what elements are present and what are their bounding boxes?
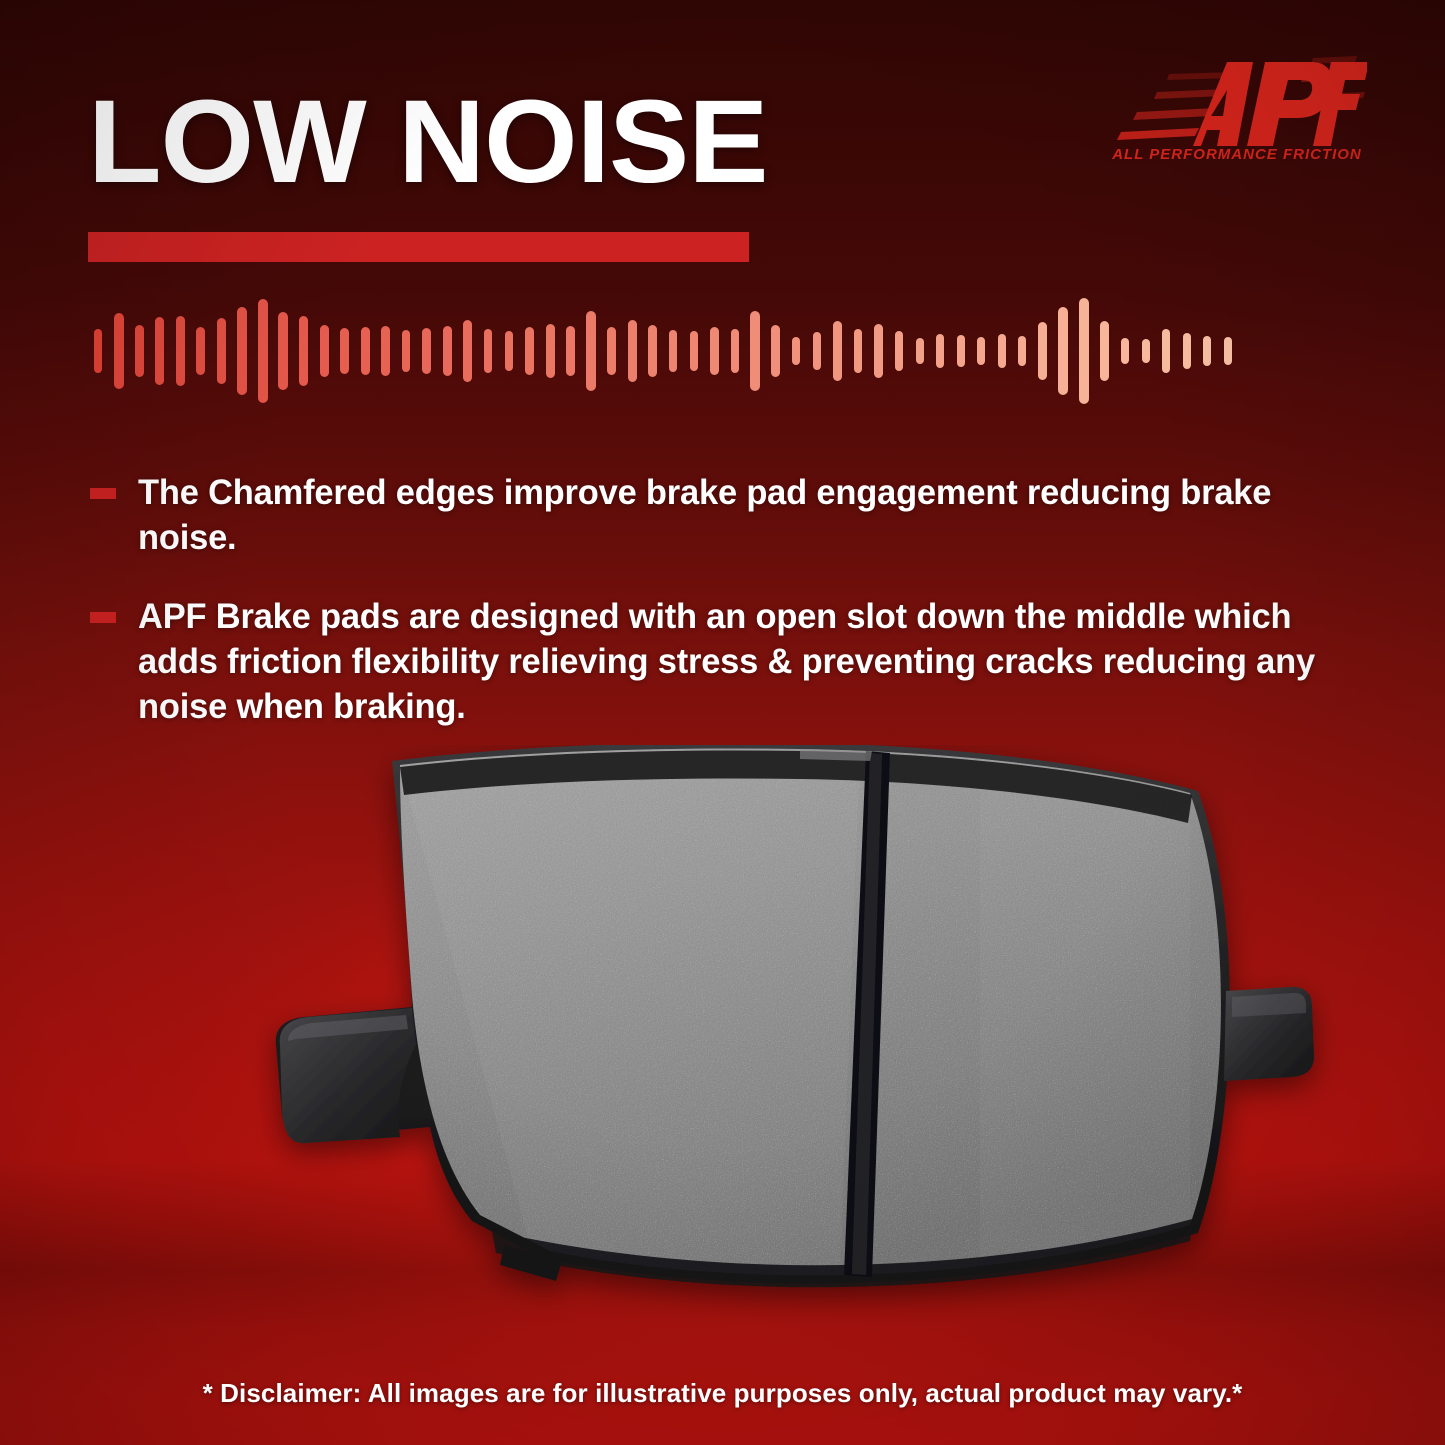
- waveform-bar: [545, 324, 555, 378]
- waveform-bar: [94, 329, 103, 373]
- waveform-bar: [134, 325, 144, 377]
- audio-waveform-icon: [88, 292, 1238, 410]
- waveform-bar: [1182, 333, 1191, 369]
- waveform-bar: [1100, 321, 1110, 381]
- waveform-bar: [1121, 338, 1130, 364]
- waveform-bar: [484, 329, 493, 373]
- waveform-bar: [402, 330, 411, 372]
- waveform-bar: [833, 321, 843, 381]
- waveform-bar: [648, 325, 658, 377]
- page-title: LOW NOISE: [88, 76, 769, 208]
- waveform-bar: [216, 318, 226, 384]
- waveform-bar: [1162, 329, 1171, 373]
- waveform-bar: [381, 326, 391, 376]
- waveform-bar: [792, 337, 801, 365]
- waveform-bar: [730, 329, 739, 373]
- list-item-label: APF Brake pads are designed with an open…: [138, 597, 1315, 726]
- apf-speed-logo-icon: [1117, 56, 1367, 146]
- waveform-bar: [874, 324, 884, 378]
- waveform-bar: [895, 331, 904, 371]
- waveform-bar: [915, 338, 924, 364]
- waveform-bar: [709, 327, 719, 375]
- waveform-bar: [196, 327, 206, 375]
- feature-list: The Chamfered edges improve brake pad en…: [88, 470, 1388, 763]
- disclaimer-text: * Disclaimer: All images are for illustr…: [202, 1378, 1243, 1408]
- waveform-bar: [525, 327, 535, 375]
- bullet-dash-icon: [90, 488, 116, 499]
- waveform-bar: [113, 313, 124, 389]
- title-underline-bar: [88, 232, 749, 262]
- waveform-bar: [771, 325, 781, 377]
- waveform-bar: [997, 334, 1006, 368]
- list-item: APF Brake pads are designed with an open…: [88, 594, 1388, 729]
- waveform-bar: [977, 337, 986, 365]
- list-item: The Chamfered edges improve brake pad en…: [88, 470, 1388, 560]
- waveform-bar: [936, 334, 945, 368]
- list-item-label: The Chamfered edges improve brake pad en…: [138, 473, 1272, 557]
- waveform-bar: [1018, 336, 1027, 366]
- waveform-bar: [607, 327, 617, 375]
- bullet-dash-icon: [90, 612, 116, 623]
- waveform-bar: [956, 335, 965, 367]
- waveform-bar: [257, 299, 268, 403]
- waveform-bar: [813, 332, 822, 370]
- waveform-bar: [155, 317, 165, 385]
- waveform-bar: [689, 331, 698, 371]
- waveform-bar: [1223, 337, 1232, 365]
- waveform-bar: [299, 316, 309, 386]
- waveform-bar: [278, 312, 289, 390]
- waveform-bar: [237, 307, 248, 395]
- waveform-bar: [669, 330, 678, 372]
- waveform-bar: [504, 331, 513, 371]
- waveform-bar: [854, 329, 863, 373]
- waveform-bar: [463, 320, 473, 382]
- waveform-bar: [1141, 339, 1150, 363]
- brake-pad-image: [275, 745, 1314, 1288]
- waveform-bar: [340, 328, 350, 374]
- waveform-bar: [586, 311, 597, 391]
- waveform-bar: [319, 325, 329, 377]
- waveform-bar: [627, 320, 637, 382]
- waveform-bar: [1058, 307, 1069, 395]
- waveform-bar: [1038, 322, 1048, 380]
- waveform-bar: [1203, 336, 1212, 366]
- waveform-bar: [422, 328, 432, 374]
- brand-tagline: ALL PERFORMANCE FRICTION: [1112, 146, 1362, 163]
- waveform-bar: [750, 311, 761, 391]
- waveform-bar: [566, 326, 576, 376]
- waveform-bar: [175, 316, 185, 386]
- waveform-bar: [360, 327, 370, 375]
- waveform-bar: [1078, 298, 1089, 404]
- waveform-bar: [442, 326, 452, 376]
